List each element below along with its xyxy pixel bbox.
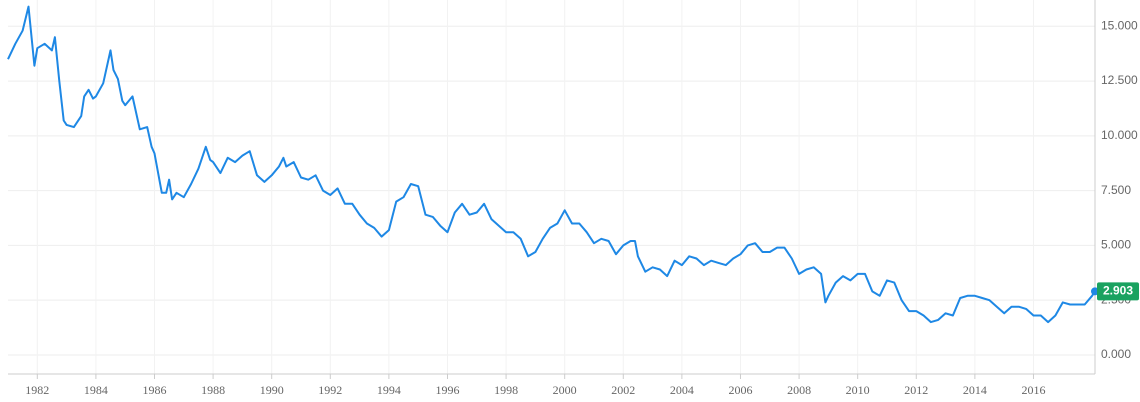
series-line (7, 5, 1096, 324)
x-tick-label: 1984 (84, 383, 108, 397)
last-value-label: 2.903 (1103, 284, 1133, 298)
y-tick-label: 15.000 (1101, 18, 1138, 32)
last-value-box (1097, 282, 1139, 301)
x-tick-label: 1998 (494, 383, 518, 397)
x-tick-label: 1994 (377, 383, 401, 397)
x-tick-label: 2002 (611, 383, 635, 397)
x-tick-label: 1988 (201, 383, 225, 397)
x-tick-label: 2010 (846, 383, 870, 397)
y-tick-label: 12.500 (1101, 73, 1138, 87)
x-tick-label: 1992 (318, 383, 342, 397)
y-tick-label: 0.000 (1101, 347, 1131, 361)
y-tick-label: 7.500 (1101, 183, 1131, 197)
x-tick-label: 2004 (670, 383, 694, 397)
x-tick-label: 1996 (435, 383, 459, 397)
x-tick-label: 1986 (142, 383, 166, 397)
x-tick-label: 2000 (553, 383, 577, 397)
x-tick-label: 1990 (260, 383, 284, 397)
x-tick-label: 2008 (787, 383, 811, 397)
x-tick-label: 2006 (728, 383, 752, 397)
y-tick-label: 10.000 (1101, 128, 1138, 142)
x-tick-label: 2016 (1021, 383, 1045, 397)
y-tick-label: 5.000 (1101, 238, 1131, 252)
x-tick-label: 2014 (963, 383, 987, 397)
x-tick-label: 2012 (904, 383, 928, 397)
x-tick-label: 1982 (25, 383, 49, 397)
